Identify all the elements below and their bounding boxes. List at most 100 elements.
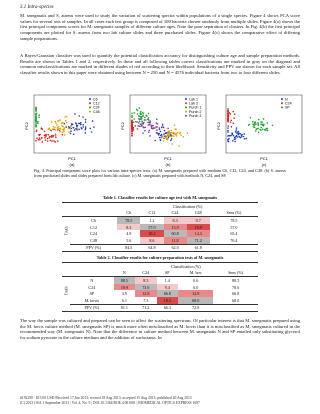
plot-dot	[51, 140, 53, 142]
plot-dot	[41, 141, 44, 143]
plot-dot	[70, 123, 73, 125]
plot-dot	[69, 125, 72, 128]
plot-dot	[35, 130, 38, 133]
plot-dot	[142, 122, 145, 125]
plot-dot	[154, 127, 156, 129]
plot-dot	[179, 132, 181, 135]
plot-dot	[59, 127, 62, 130]
plot-dot	[236, 132, 238, 135]
plot-dot	[131, 132, 133, 135]
plot-dot	[55, 136, 57, 139]
plot-dot	[76, 128, 79, 130]
plot-dot	[140, 123, 142, 126]
plot-dot	[131, 123, 133, 125]
plot-dot	[38, 116, 40, 118]
plot-dot	[133, 118, 136, 120]
plot-dot	[57, 120, 59, 123]
plot-dot	[44, 139, 47, 142]
plot-dot	[80, 121, 82, 124]
plot-dot	[249, 116, 252, 119]
table-cell: 70.6	[232, 284, 240, 290]
plot-dot	[154, 139, 156, 142]
plot-dot	[131, 112, 133, 115]
plot-dot	[74, 113, 76, 115]
table-cell: 66.8	[232, 291, 240, 297]
plot-dot	[253, 126, 256, 129]
plot-dot	[72, 127, 75, 129]
legend-label: C24	[93, 106, 100, 110]
table-cell: 68.0	[178, 296, 214, 305]
plot-dot	[48, 137, 51, 139]
column-header: C48	[186, 209, 210, 218]
plot-dot	[227, 129, 229, 132]
plot-dot	[156, 122, 159, 125]
plot-dot	[166, 127, 169, 130]
table-cell: 88.5	[113, 276, 136, 284]
plot-dot	[265, 129, 267, 131]
plot-dot	[180, 134, 182, 137]
table-cell	[209, 244, 258, 253]
plot-dot	[142, 114, 144, 117]
plot-dot	[56, 140, 59, 142]
axis-label: PC2	[120, 121, 125, 130]
plot-dot	[228, 112, 231, 114]
plot-dot	[82, 116, 84, 118]
legend-label: C48	[93, 110, 100, 114]
table-cell: 78.5	[230, 217, 238, 223]
plot-dot	[61, 131, 63, 134]
plot-dot	[260, 123, 262, 125]
plot-dot	[147, 118, 149, 121]
plot-dot	[262, 124, 265, 127]
plot-dot	[231, 133, 234, 136]
plot-dot	[240, 134, 243, 137]
plot-dot	[54, 129, 57, 131]
plot-dot	[186, 132, 189, 134]
table-cell: 8.6	[140, 236, 164, 245]
plot-dot	[227, 120, 229, 123]
axis-label: PC2	[216, 121, 221, 130]
table-row: C24 4.9 18.2 60.8 14.3 65.4	[62, 230, 258, 237]
plot-dot	[54, 126, 56, 129]
axis-label: PC2	[24, 121, 29, 130]
table-cell: 1.4	[164, 277, 170, 283]
plot-dot	[132, 121, 135, 123]
plot-dot	[45, 133, 48, 136]
table-cell: 61.8	[186, 244, 210, 253]
plot-dot	[235, 127, 238, 129]
plot-dot	[76, 124, 79, 127]
table-cell: 8.5	[135, 276, 157, 284]
plot-dot	[230, 134, 232, 137]
plot-dot	[147, 117, 150, 119]
plot-frame	[129, 94, 207, 154]
plot-dot	[147, 131, 150, 133]
plot-dot	[70, 130, 72, 132]
table-cell: 8.3	[117, 223, 141, 231]
plot-dot	[176, 131, 179, 134]
plot-dot	[142, 112, 144, 115]
plot-dot	[65, 125, 67, 128]
table-cell: 7.3	[135, 296, 157, 305]
table-cell: 6.0	[193, 284, 199, 290]
plot-dot	[131, 127, 133, 130]
plot-dot	[57, 128, 60, 131]
table-row: C48 5.6 8.6 11.8 71.2 76.4	[62, 236, 258, 245]
plot-dot	[90, 131, 93, 133]
table-row: C12 8.3 57.0 13.9 19.9 57.0	[62, 223, 258, 231]
column-header: C24	[135, 269, 157, 278]
plot-dot	[170, 137, 173, 140]
legend-marker	[185, 102, 187, 105]
plot-dot	[266, 129, 269, 132]
plot-dot	[63, 128, 66, 130]
plot-dot	[138, 120, 141, 122]
paragraph: A Bayes-Gaussian classifier was used to …	[20, 53, 300, 76]
plot-dot	[168, 135, 171, 138]
table-cell: 60.8	[163, 230, 187, 237]
plot-dot	[151, 124, 153, 127]
table-title: Table 2. Classifier results for culture …	[96, 255, 224, 260]
legend-label: SP	[285, 106, 290, 110]
row-header: C12	[90, 224, 97, 230]
plot-dot	[64, 116, 66, 118]
legend-label: Lab 1	[189, 97, 198, 101]
plot-dot	[163, 129, 166, 132]
